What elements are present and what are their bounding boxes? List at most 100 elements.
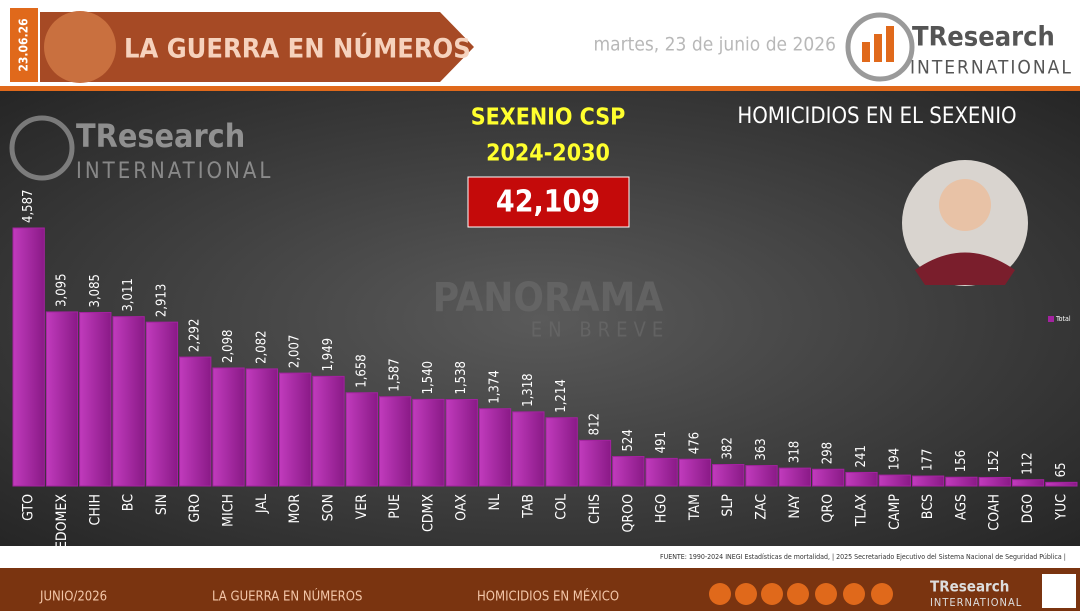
value-label: 1,949 [321, 338, 336, 371]
bar [478, 408, 512, 487]
value-label: 812 [587, 413, 602, 435]
icon[interactable] [843, 583, 865, 605]
bar [745, 465, 778, 487]
value-label: 194 [887, 448, 902, 470]
x-tick-label: TAB [520, 494, 536, 519]
x-tick-label: VER [354, 494, 370, 520]
icon[interactable] [787, 583, 809, 605]
x-tick-label: BC [121, 494, 137, 511]
value-label: 1,658 [354, 354, 369, 387]
social-icons [709, 583, 893, 605]
logo-ring [9, 115, 75, 181]
value-label: 3,095 [54, 273, 69, 306]
bar [512, 411, 545, 487]
x-tick-label: PUE [387, 494, 403, 519]
logo-ring [845, 12, 915, 82]
value-label: 476 [687, 432, 702, 454]
logo-sub: INTERNATIONAL [76, 159, 273, 184]
value-label: 1,318 [521, 373, 536, 406]
x-tick-label: CHIS [587, 494, 603, 524]
footer-series: LA GUERRA EN NÚMEROS [212, 589, 362, 605]
value-label: 3,085 [88, 274, 103, 307]
x-tick-label: COL [554, 494, 570, 520]
bar [112, 316, 145, 487]
value-label: 112 [1021, 452, 1036, 474]
bar [79, 311, 112, 487]
bar [545, 417, 578, 487]
x-tick-label: QROO [620, 494, 636, 533]
period-years: 2024-2030 [486, 141, 610, 167]
value-label: 4,587 [21, 190, 36, 223]
title-banner [40, 12, 474, 82]
x-tick-label: MICH [221, 494, 237, 527]
value-label: 1,587 [388, 358, 403, 391]
source-bg [0, 546, 1080, 568]
x-tick-label: NAY [787, 494, 803, 519]
bar [678, 458, 712, 487]
heading: HOMICIDIOS EN EL SEXENIO [737, 104, 1016, 129]
watermark-name: PANORAMA [433, 275, 664, 321]
value-label: 382 [721, 437, 736, 459]
icon[interactable] [871, 583, 893, 605]
total-box [467, 176, 630, 228]
value-label: 491 [654, 431, 669, 453]
bar [279, 372, 312, 487]
plot: 4,587 GTO 3,095 EDOMEX 3,085 CHIH 3,011 BC 2,913… [12, 190, 1078, 549]
x-tick-label: GRO [187, 494, 203, 523]
x-tick-label: OAX [454, 494, 470, 521]
value-label: 152 [987, 450, 1002, 472]
map-icon [44, 11, 116, 83]
bar [345, 392, 378, 487]
bar [212, 367, 245, 487]
qr-code [1042, 574, 1076, 608]
bar [1045, 481, 1078, 487]
bar [945, 476, 978, 487]
icon[interactable] [761, 583, 783, 605]
x-tick-label: CDMX [420, 494, 436, 532]
icon[interactable] [815, 583, 837, 605]
period-title: SEXENIO CSP [471, 105, 626, 131]
bar [245, 368, 278, 487]
value-label: 2,292 [188, 319, 203, 352]
x-tick-label: EDOMEX [54, 494, 70, 549]
value-label: 524 [621, 429, 636, 451]
value-label: 2,098 [221, 330, 236, 363]
logo-bar [886, 26, 894, 62]
date: martes, 23 de junio de 2026 [594, 34, 836, 56]
x-tick-label: GTO [21, 494, 37, 521]
bar [1011, 479, 1045, 487]
value-label: 363 [754, 438, 769, 460]
x-tick-label: JAL [254, 494, 270, 514]
x-tick-label: CAMP [887, 494, 903, 530]
bar [845, 471, 878, 487]
logo-bar [862, 42, 870, 62]
x-tick-label: DGO [1020, 494, 1036, 523]
date-stamp: 23.06.26 [17, 18, 31, 71]
value-label: 1,374 [488, 370, 503, 403]
icon[interactable] [735, 583, 757, 605]
value-label: 241 [854, 445, 869, 467]
source: FUENTE: 1990-2024 INEGI Estadísticas de … [660, 553, 1066, 561]
icon[interactable] [709, 583, 731, 605]
portrait-body [915, 252, 1015, 285]
footer-bg [0, 568, 1080, 611]
title: LA GUERRA EN NÚMEROS [124, 33, 471, 65]
bar [578, 439, 612, 487]
legend-label: Total [1055, 315, 1071, 323]
value-label: 2,913 [154, 284, 169, 317]
value-label: 156 [954, 450, 969, 472]
watermark-logo: TResearch INTERNATIONAL [9, 115, 273, 184]
x-tick-label: NL [487, 494, 503, 510]
bar [312, 375, 345, 487]
x-tick-label: SON [320, 494, 336, 521]
value-label: 3,011 [121, 278, 136, 311]
bar [978, 476, 1011, 487]
x-tick-label: YUC [1053, 494, 1069, 521]
value-label: 1,538 [454, 361, 469, 394]
value-label: 2,007 [288, 335, 303, 368]
bar [612, 456, 645, 487]
logo-name: TResearch [912, 22, 1055, 53]
value-label: 1,540 [421, 361, 436, 394]
x-tick-label: SIN [154, 494, 170, 515]
